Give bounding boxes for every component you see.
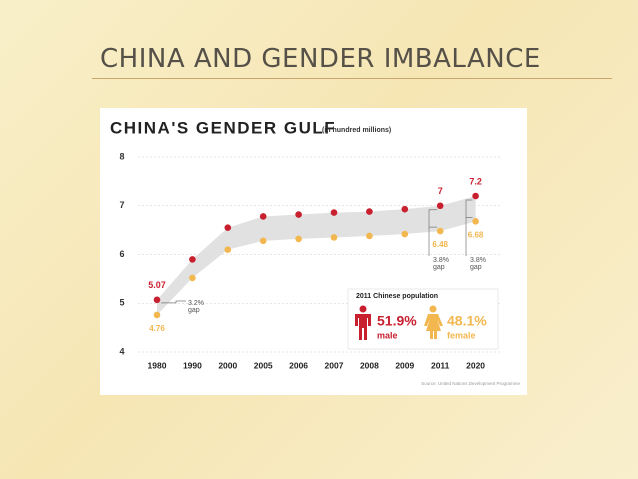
- inset-pct: 51.9%: [377, 313, 417, 329]
- point-female: [472, 218, 479, 225]
- x-tick-label: 2009: [395, 360, 414, 370]
- point-male: [189, 256, 196, 263]
- y-tick-label: 4: [119, 346, 124, 356]
- inset-title: 2011 Chinese population: [356, 293, 438, 300]
- source: Source: United Nations Development Progr…: [421, 381, 520, 386]
- point-male: [472, 192, 479, 200]
- y-tick-label: 7: [119, 200, 124, 210]
- gap-word: gap: [433, 264, 445, 271]
- x-tick-label: 2000: [218, 360, 237, 370]
- point-female: [153, 311, 161, 319]
- gap-word: gap: [470, 264, 482, 271]
- x-tick-label: 2006: [289, 360, 308, 370]
- point-female: [436, 227, 444, 235]
- chart-title: CHINA'S GENDER GULF: [110, 118, 336, 137]
- gap-bracket: [428, 209, 438, 256]
- y-tick-label: 8: [119, 151, 124, 161]
- x-tick-label: 2005: [254, 360, 273, 370]
- person-body: [355, 314, 371, 340]
- gap-bracket: [465, 199, 473, 256]
- point-male: [436, 202, 444, 210]
- point-female: [330, 234, 338, 241]
- point-female: [401, 230, 409, 238]
- x-tick-label: 1980: [148, 360, 167, 370]
- gap-band: [157, 196, 476, 315]
- value-label: 7.2: [469, 176, 482, 186]
- point-male: [153, 296, 161, 304]
- point-female: [224, 246, 232, 253]
- x-tick-label: 2008: [360, 360, 379, 370]
- point-male: [401, 205, 409, 213]
- title-rule: [92, 78, 612, 79]
- point-male: [295, 211, 302, 218]
- point-male: [224, 224, 232, 231]
- inset-label: male: [377, 330, 398, 340]
- value-label: 7: [438, 186, 443, 196]
- person-head: [359, 305, 367, 313]
- gap-pct: 3.2%: [188, 300, 204, 307]
- x-tick-label: 1990: [183, 360, 202, 370]
- value-label: 4.76: [149, 324, 165, 333]
- gap-pct: 3.8%: [433, 257, 449, 264]
- x-tick-label: 2011: [431, 360, 450, 370]
- value-label: 6.48: [432, 240, 448, 249]
- inset-pct: 48.1%: [447, 313, 487, 329]
- inset-label: female: [447, 330, 476, 340]
- person-head: [429, 305, 437, 313]
- point-female: [366, 232, 373, 240]
- point-female: [259, 237, 267, 245]
- gap-pct: 3.8%: [470, 257, 486, 264]
- gap-word: gap: [188, 307, 200, 314]
- slide-title: CHINA AND GENDER IMBALANCE: [100, 44, 541, 74]
- chart-subtitle: (in hundred millions): [322, 127, 391, 134]
- point-female: [295, 235, 302, 243]
- point-female: [189, 274, 196, 282]
- point-male: [366, 208, 373, 215]
- value-label: 5.07: [148, 280, 166, 290]
- x-tick-label: 2007: [325, 360, 344, 370]
- x-tick-label: 2020: [466, 360, 485, 370]
- y-tick-label: 6: [119, 249, 124, 259]
- inset-box: [347, 288, 499, 350]
- point-male: [259, 213, 267, 220]
- person-body: [424, 314, 443, 339]
- gap-bracket: [161, 300, 186, 304]
- y-tick-label: 5: [119, 298, 124, 308]
- value-label: 6.68: [468, 230, 484, 239]
- point-male: [330, 209, 338, 216]
